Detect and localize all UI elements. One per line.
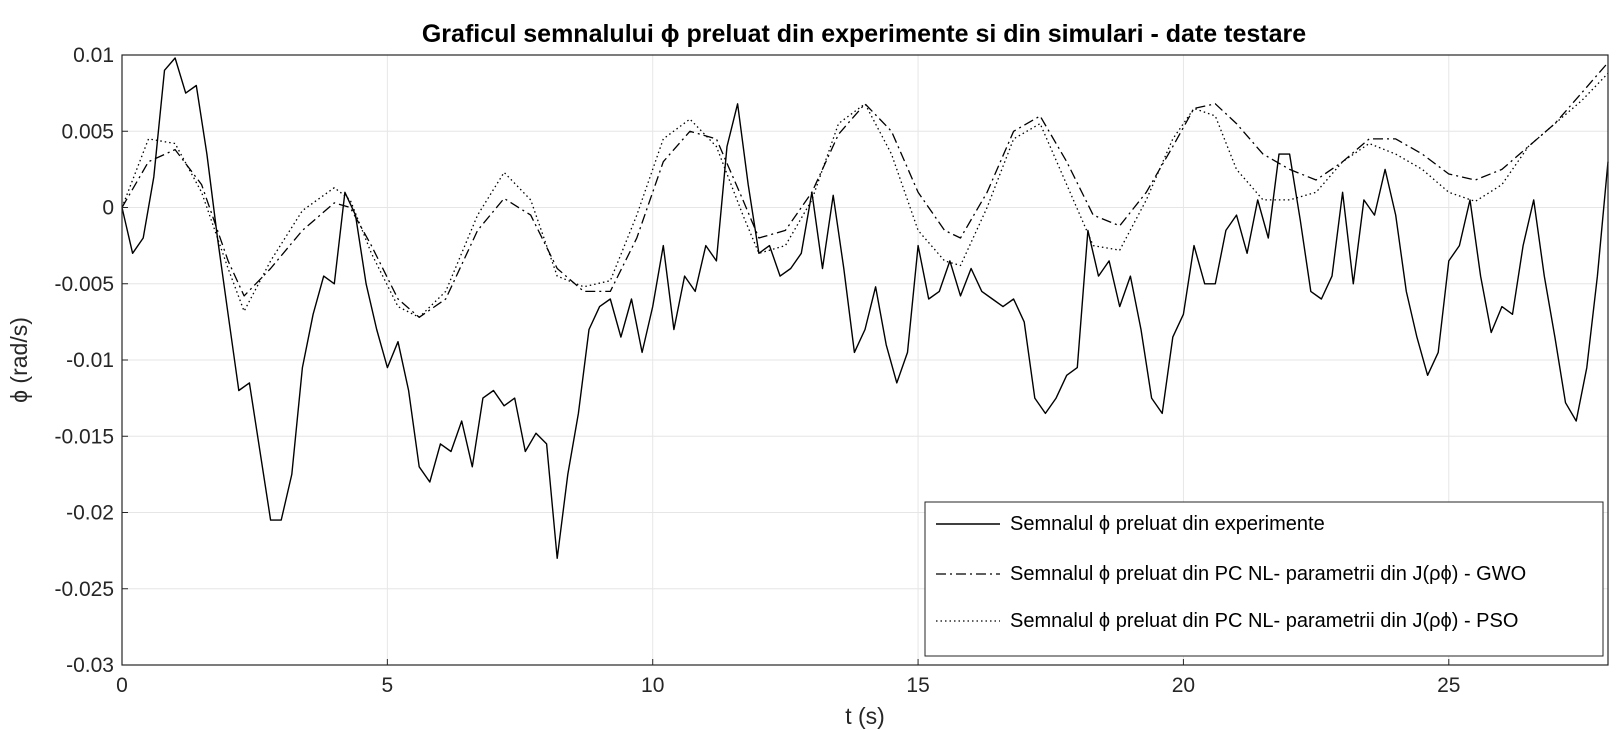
series-group: [121, 57, 1609, 559]
series-line-dashdot: [121, 62, 1609, 318]
y-tick-label: -0.01: [66, 349, 114, 372]
y-tick-label: -0.005: [54, 273, 114, 296]
y-axis-ticks: 0.01 0.005 0 -0.005 -0.01 -0.015 -0.02 -0.025 -0…: [54, 44, 128, 677]
x-tick-label: 0: [116, 674, 128, 697]
y-tick-label: -0.02: [66, 502, 114, 525]
y-axis-label: ϕ (rad/s): [6, 317, 32, 403]
series-line-dotted: [121, 72, 1609, 318]
legend-label: Semnalul ϕ preluat din PC NL- parametrii…: [1010, 563, 1526, 585]
x-tick-label: 20: [1172, 674, 1195, 697]
legend-label: Semnalul ϕ preluat din experimente: [1010, 513, 1325, 535]
y-tick-label: 0: [102, 197, 114, 220]
y-tick-label: -0.025: [54, 578, 114, 601]
x-axis-label: t (s): [845, 703, 885, 729]
chart-title: Graficul semnalului ϕ preluat din experi…: [422, 20, 1306, 48]
x-tick-label: 10: [641, 674, 664, 697]
legend-box: [924, 501, 1604, 657]
x-tick-label: 15: [906, 674, 929, 697]
series-line-solid: [121, 57, 1609, 559]
y-tick-label: 0.01: [73, 44, 114, 67]
x-axis-ticks: 0 5 10 15 20 25: [116, 659, 1460, 697]
y-tick-label: -0.015: [54, 425, 114, 448]
legend-label: Semnalul ϕ preluat din PC NL- parametrii…: [1010, 610, 1518, 632]
y-tick-label: -0.03: [66, 654, 114, 677]
x-tick-label: 5: [382, 674, 394, 697]
x-tick-label: 25: [1437, 674, 1460, 697]
y-tick-label: 0.005: [61, 120, 114, 143]
legend: Semnalul ϕ preluat din experimente Semnal…: [924, 501, 1604, 657]
